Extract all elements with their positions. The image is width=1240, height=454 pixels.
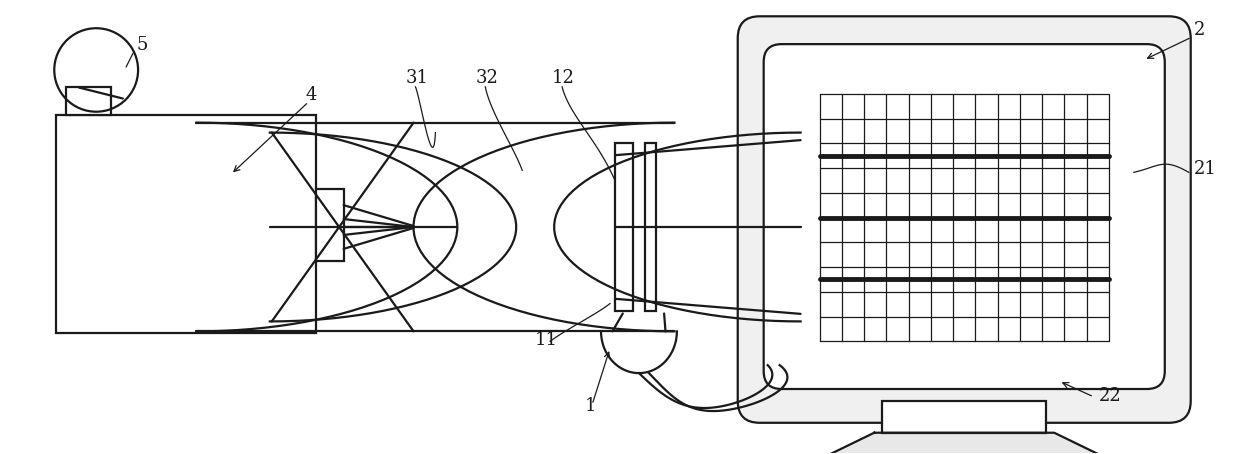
Bar — [645, 143, 656, 311]
Text: 11: 11 — [536, 331, 558, 349]
Bar — [316, 189, 343, 261]
FancyBboxPatch shape — [764, 44, 1164, 389]
Bar — [66, 87, 112, 115]
Text: 32: 32 — [475, 69, 498, 87]
Text: 21: 21 — [1194, 160, 1216, 178]
Text: 4: 4 — [306, 86, 317, 104]
Text: 12: 12 — [552, 69, 575, 87]
FancyBboxPatch shape — [738, 16, 1190, 423]
Bar — [615, 143, 632, 311]
Text: 31: 31 — [405, 69, 429, 87]
Text: 22: 22 — [1099, 387, 1122, 405]
Bar — [56, 115, 316, 333]
Text: 5: 5 — [136, 36, 148, 54]
Polygon shape — [817, 433, 1111, 454]
Text: 1: 1 — [585, 397, 596, 415]
Bar — [883, 401, 1047, 433]
Text: 2: 2 — [1194, 21, 1205, 39]
